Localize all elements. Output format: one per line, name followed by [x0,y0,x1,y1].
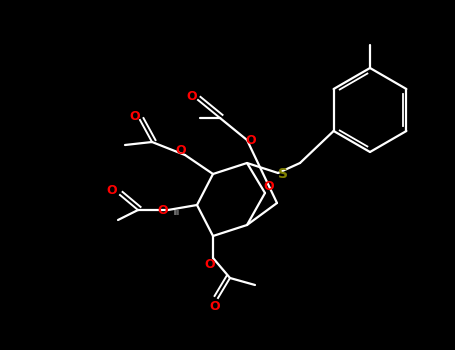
Text: O: O [130,110,140,122]
Text: O: O [205,259,215,272]
Text: O: O [264,180,274,193]
Text: O: O [187,90,197,103]
Text: O: O [158,204,168,217]
Text: O: O [176,145,186,158]
Text: III: III [173,210,179,216]
Text: O: O [106,183,117,196]
Text: O: O [246,133,256,147]
Text: S: S [278,167,288,181]
Text: O: O [210,300,220,313]
